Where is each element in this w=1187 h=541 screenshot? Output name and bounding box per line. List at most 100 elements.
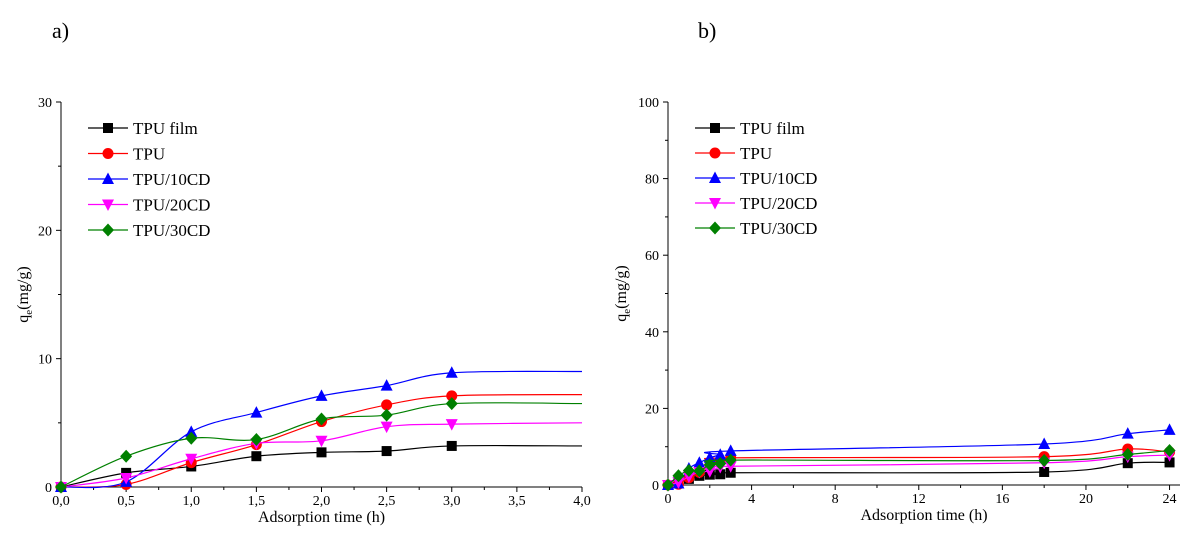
series-line bbox=[667, 449, 1170, 486]
legend-entry: TPU/10CD bbox=[88, 170, 210, 189]
data-point bbox=[714, 448, 727, 460]
data-point bbox=[381, 399, 393, 411]
legend-entry: TPU/30CD bbox=[695, 219, 817, 238]
data-point bbox=[682, 471, 695, 484]
y-tick-label: 30 bbox=[38, 96, 52, 111]
x-tick-label: 1,5 bbox=[248, 494, 266, 509]
y-axis-title: qe(mg/g) bbox=[613, 265, 633, 321]
data-point bbox=[251, 451, 262, 462]
data-point bbox=[724, 444, 737, 456]
data-point bbox=[725, 467, 736, 478]
x-tick-label: 4 bbox=[748, 492, 755, 507]
legend-marker bbox=[102, 172, 114, 184]
y-tick-label: 0 bbox=[652, 479, 659, 494]
y-tick-label: 40 bbox=[645, 326, 659, 341]
y-tick-label: 80 bbox=[645, 173, 659, 188]
data-point bbox=[1121, 447, 1134, 461]
y-tick-label: 100 bbox=[638, 96, 659, 111]
legend-label: TPU/10CD bbox=[740, 169, 817, 188]
legend-entry: TPU/10CD bbox=[695, 169, 817, 188]
x-axis-title: Adsorption time (h) bbox=[258, 509, 385, 526]
data-point bbox=[316, 447, 327, 458]
data-point bbox=[315, 412, 328, 426]
x-tick-label: 2,5 bbox=[378, 494, 396, 509]
data-point bbox=[1038, 453, 1051, 467]
y-tick-label: 20 bbox=[645, 402, 659, 417]
data-point bbox=[380, 379, 393, 391]
legend-marker bbox=[709, 147, 721, 159]
data-point bbox=[380, 421, 393, 434]
legend-marker bbox=[709, 198, 721, 210]
data-point bbox=[446, 440, 457, 451]
y-tick-label: 10 bbox=[38, 353, 52, 368]
data-point bbox=[445, 366, 458, 378]
legend-label: TPU bbox=[740, 144, 772, 163]
data-point bbox=[1038, 437, 1051, 450]
legend-marker bbox=[710, 123, 720, 133]
data-point bbox=[120, 449, 133, 463]
data-point bbox=[1163, 444, 1176, 458]
y-axis-title: qe(mg/g) bbox=[15, 266, 35, 322]
data-point bbox=[120, 473, 133, 485]
y-tick-label: 20 bbox=[38, 224, 52, 239]
data-point bbox=[693, 456, 706, 468]
x-tick-label: 8 bbox=[832, 492, 839, 507]
legend-label: TPU/20CD bbox=[740, 194, 817, 213]
data-point bbox=[1121, 427, 1134, 439]
series-tpu-30cd bbox=[662, 444, 1176, 492]
series-line bbox=[60, 370, 583, 489]
data-point bbox=[185, 453, 198, 466]
data-point bbox=[715, 469, 726, 480]
data-point bbox=[1039, 466, 1050, 477]
x-tick-label: 2,0 bbox=[313, 494, 331, 509]
legend-label: TPU film bbox=[740, 119, 805, 138]
data-point bbox=[185, 431, 198, 445]
x-tick-label: 1,0 bbox=[183, 494, 201, 509]
series-tpu-film bbox=[56, 440, 583, 492]
data-point bbox=[445, 397, 458, 411]
data-point bbox=[315, 389, 328, 401]
legend-entry: TPU/30CD bbox=[88, 221, 210, 240]
legend-entry: TPU/20CD bbox=[88, 196, 210, 215]
panel-label: b) bbox=[698, 18, 716, 43]
series-tpu-30cd bbox=[55, 397, 583, 494]
legend-marker bbox=[102, 199, 114, 211]
data-point bbox=[381, 446, 392, 457]
legend-label: TPU/20CD bbox=[133, 196, 210, 215]
legend-marker bbox=[709, 221, 721, 235]
data-point bbox=[380, 408, 393, 422]
series-tpu-10cd bbox=[55, 366, 583, 492]
data-point bbox=[672, 477, 685, 489]
legend-entry: TPU film bbox=[695, 119, 805, 138]
data-point bbox=[315, 435, 328, 448]
x-tick-label: 24 bbox=[1163, 492, 1177, 507]
data-point bbox=[250, 406, 263, 418]
legend-entry: TPU bbox=[695, 144, 772, 163]
legend-label: TPU film bbox=[133, 119, 198, 138]
legend-entry: TPU bbox=[88, 145, 165, 164]
x-tick-label: 0,5 bbox=[117, 494, 135, 509]
legend-entry: TPU/20CD bbox=[695, 194, 817, 213]
x-tick-label: 20 bbox=[1079, 492, 1093, 507]
data-point bbox=[121, 467, 132, 478]
x-tick-label: 16 bbox=[995, 492, 1009, 507]
panel-label: a) bbox=[52, 18, 69, 43]
data-point bbox=[703, 466, 716, 478]
data-point bbox=[1163, 423, 1176, 435]
data-point bbox=[672, 469, 685, 483]
legend-marker bbox=[102, 223, 114, 237]
chart-a: a) 0,0 0,5 1,0 1,5 2,0 2,5 3,0 3,5 4,0 0 10 20 30 Adso… bbox=[15, 18, 591, 526]
x-tick-label: 3,5 bbox=[508, 494, 526, 509]
series-line bbox=[667, 448, 1170, 486]
legend-label: TPU/10CD bbox=[133, 170, 210, 189]
data-point bbox=[1164, 457, 1175, 468]
legend-marker bbox=[709, 171, 721, 183]
data-point bbox=[724, 461, 737, 473]
data-point bbox=[693, 464, 706, 478]
data-point bbox=[724, 453, 737, 467]
data-point bbox=[1122, 458, 1133, 469]
x-tick-label: 3,0 bbox=[443, 494, 461, 509]
x-tick-label: 12 bbox=[912, 492, 926, 507]
legend-entry: TPU film bbox=[88, 119, 198, 138]
data-point bbox=[55, 480, 67, 494]
